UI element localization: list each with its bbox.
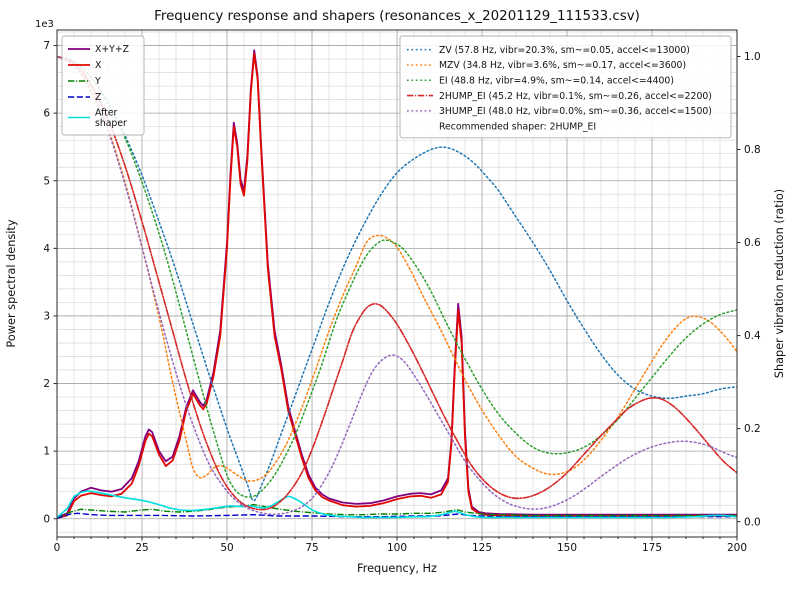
x-tick-label: 100	[387, 542, 407, 554]
legend-psd-label: Z	[95, 92, 101, 103]
y-left-tick-label: 0	[43, 513, 50, 525]
y-left-tick-label: 1	[43, 446, 50, 458]
legend-psd-label: shaper	[95, 118, 127, 129]
legend-psd-box	[61, 35, 145, 136]
legend-psd-label: X	[95, 60, 102, 71]
series-mzv	[57, 55, 737, 482]
y-left-tick-label: 7	[43, 40, 50, 52]
series-after-shaper	[57, 490, 737, 519]
series-2hump-ei	[57, 55, 737, 511]
legend-psd-label: Y	[94, 76, 101, 87]
legend-psd-label: After	[95, 108, 118, 119]
y-right-tick-label: 1.0	[744, 51, 761, 63]
legend-shaper-label: EI (48.8 Hz, vibr=4.9%, sm~=0.14, accel<…	[439, 75, 674, 86]
y-axis-offset-text: 1e3	[35, 19, 54, 30]
x-tick-label: 175	[642, 542, 662, 554]
x-tick-label: 150	[557, 542, 577, 554]
x-tick-label: 125	[472, 542, 492, 554]
y-left-tick-label: 2	[43, 378, 50, 390]
legend-shapers: ZV (57.8 Hz, vibr=20.3%, sm~=0.05, accel…	[399, 35, 732, 139]
series-3hump-ei	[57, 55, 737, 516]
y-left-tick-label: 5	[43, 175, 50, 187]
axis-ticks: 0 25 50 75 100 125 150 175 200 0 1 2 3 4 5 6 7 0.0 0.2 0.4 0…	[43, 40, 761, 554]
y-right-tick-label: 0.8	[744, 144, 761, 156]
legend-shaper-label: MZV (34.8 Hz, vibr=3.6%, sm~=0.17, accel…	[439, 60, 686, 71]
x-tick-label: 75	[305, 542, 318, 554]
series-zv	[57, 55, 737, 502]
x-tick-label: 25	[135, 542, 148, 554]
x-tick-label: 200	[727, 542, 747, 554]
y-left-tick-label: 4	[43, 243, 50, 255]
y-left-tick-label: 3	[43, 311, 50, 323]
series-x	[57, 52, 737, 519]
grid-minor	[57, 30, 737, 537]
y-right-tick-label: 0.4	[744, 330, 761, 342]
curves	[57, 49, 737, 519]
legend-shaper-label: 2HUMP_EI (45.2 Hz, vibr=0.1%, sm~=0.26, …	[439, 91, 712, 102]
x-tick-label: 0	[54, 542, 61, 554]
chart-title: Frequency response and shapers (resonanc…	[154, 9, 640, 24]
x-axis-label: Frequency, Hz	[357, 562, 437, 575]
y-left-axis-label: Power spectral density	[5, 219, 18, 347]
recommended-shaper-note: Recommended shaper: 2HUMP_EI	[439, 121, 596, 132]
y-right-tick-label: 0.0	[744, 516, 761, 528]
y-left-tick-label: 6	[43, 108, 50, 120]
legend-shaper-label: ZV (57.8 Hz, vibr=20.3%, sm~=0.05, accel…	[439, 45, 690, 56]
y-right-tick-label: 0.6	[744, 237, 761, 249]
y-right-axis-label: Shaper vibration reduction (ratio)	[773, 189, 786, 378]
legend-shaper-label: 3HUMP_EI (48.0 Hz, vibr=0.0%, sm~=0.36, …	[439, 106, 712, 117]
y-right-tick-label: 0.2	[744, 423, 761, 435]
legend-psd-label: X+Y+Z	[95, 44, 129, 55]
x-tick-label: 50	[220, 542, 233, 554]
legend-shapers-box	[399, 35, 732, 139]
